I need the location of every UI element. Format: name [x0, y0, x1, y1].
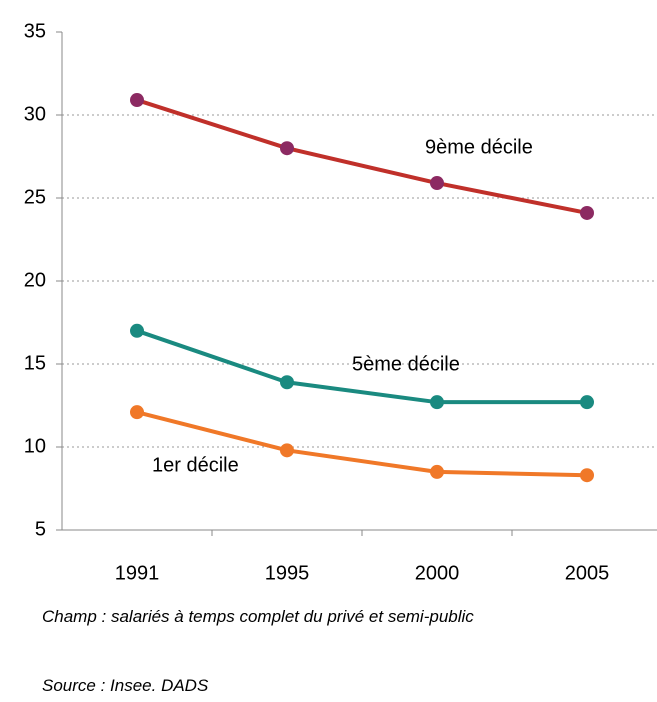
y-tick-label: 5 — [35, 518, 46, 540]
y-tick-label: 30 — [24, 103, 46, 125]
scope-note: Champ : salariés à temps complet du priv… — [42, 607, 474, 626]
y-tick-label: 20 — [24, 269, 46, 291]
series-line — [136, 410, 588, 478]
y-tick-label: 35 — [24, 20, 46, 42]
source-note: Source : Insee. DADS — [42, 676, 209, 695]
x-tick-label: 2000 — [415, 562, 460, 584]
x-tick-label: 1995 — [265, 562, 310, 584]
data-point — [580, 468, 594, 483]
data-point — [130, 323, 144, 338]
series-label: 9ème décile — [425, 136, 533, 158]
data-point — [280, 375, 294, 390]
y-tick-label: 25 — [24, 186, 46, 208]
data-point — [280, 443, 294, 458]
data-point — [280, 141, 294, 156]
x-tick-label: 2005 — [565, 562, 610, 584]
chart: 5 10 15 20 25 30 35 1991 1995 2000 2005 9ème décile… — [24, 20, 657, 584]
series-line — [136, 98, 588, 215]
data-point — [580, 395, 594, 410]
data-point — [130, 405, 144, 420]
x-tick-label: 1991 — [115, 562, 160, 584]
data-point — [580, 205, 594, 220]
data-point — [430, 464, 444, 479]
y-tick-label: 10 — [24, 435, 46, 457]
data-point — [430, 176, 444, 191]
y-tick-label: 15 — [24, 352, 46, 374]
series-label: 5ème décile — [352, 353, 460, 375]
data-point — [130, 93, 144, 108]
data-point — [430, 395, 444, 410]
series-label: 1er décile — [152, 454, 239, 476]
series-line — [136, 328, 587, 405]
